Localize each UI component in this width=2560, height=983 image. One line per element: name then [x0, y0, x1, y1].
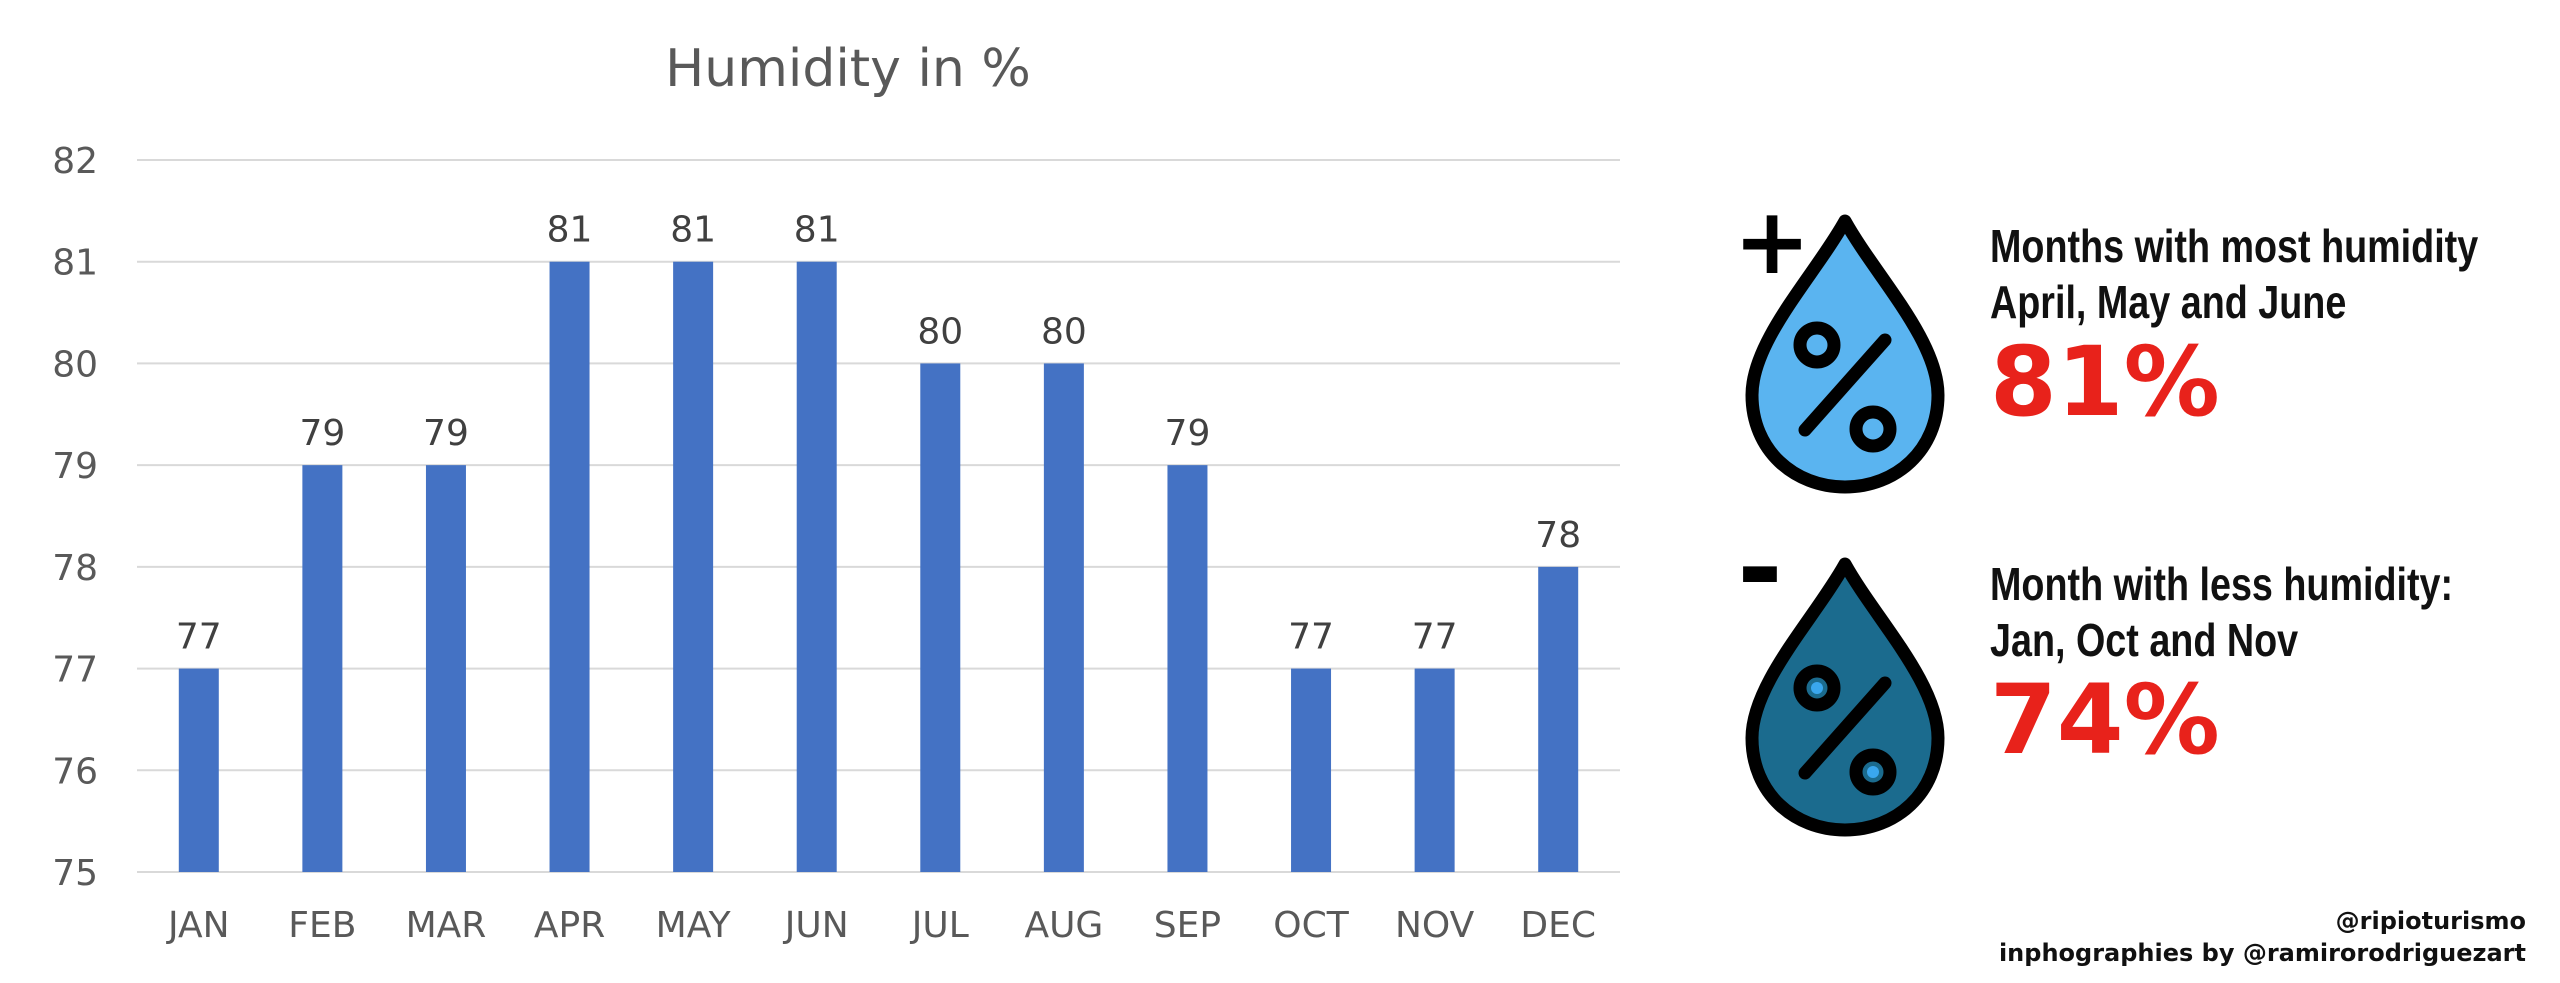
y-tick-label: 80: [52, 344, 98, 385]
x-category-label: JUL: [910, 905, 969, 946]
x-category-label: AUG: [1024, 905, 1103, 946]
data-label-dec: 78: [1535, 515, 1581, 556]
bar-sep: [1167, 465, 1208, 872]
bars: [178, 261, 1579, 872]
y-tick-label: 75: [52, 853, 98, 894]
data-label-mar: 79: [423, 413, 469, 454]
y-tick-label: 77: [52, 650, 98, 691]
x-axis-categories: JAN FEB MAR APR MAY JUN JUL AUG SEP OCT NOV DEC: [166, 905, 1596, 946]
x-category-label: MAY: [656, 905, 732, 946]
most-humidity-value: 81%: [1990, 326, 2220, 438]
x-category-label: OCT: [1273, 905, 1349, 946]
y-tick-label: 79: [52, 446, 98, 487]
data-label-feb: 79: [299, 413, 345, 454]
y-tick-label: 82: [52, 141, 98, 182]
bar-feb: [302, 465, 343, 872]
least-humidity-info: Month with less humidity: Jan, Oct and N…: [1990, 556, 2555, 772]
bar-apr: [549, 261, 590, 872]
data-label-jan: 77: [176, 617, 222, 658]
x-category-label: NOV: [1395, 905, 1475, 946]
x-category-label: APR: [534, 905, 605, 946]
data-label-jun: 81: [794, 210, 840, 251]
x-category-label: DEC: [1520, 905, 1596, 946]
humidity-bar-chart: Humidity in % 75 76 77 78 79 80 81 82 77 79 79 81 8…: [52, 39, 1620, 946]
bar-oct: [1291, 668, 1332, 872]
credit-byline: inphographies by @ramirorodriguezart: [1998, 939, 2526, 967]
y-tick-label: 76: [52, 751, 98, 792]
bar-mar: [425, 465, 466, 872]
credits: @ripioturismo inphographies by @ramiroro…: [1999, 905, 2526, 969]
data-label-sep: 79: [1165, 413, 1211, 454]
plus-sign-icon: +: [1733, 205, 1810, 295]
water-drop-percent-icon: -: [1737, 548, 1945, 837]
least-humidity-months: Jan, Oct and Nov: [1990, 614, 2299, 666]
bar-jun: [796, 261, 837, 872]
x-category-label: JUN: [783, 905, 849, 946]
data-label-aug: 80: [1041, 311, 1087, 352]
least-humidity-heading: Month with less humidity:: [1990, 558, 2454, 610]
x-category-label: JAN: [166, 905, 230, 946]
y-axis-ticks: 75 76 77 78 79 80 81 82: [52, 141, 98, 894]
data-label-nov: 77: [1412, 617, 1458, 658]
credit-handle: @ripioturismo: [2335, 907, 2526, 935]
bar-jul: [920, 363, 961, 872]
most-humidity-info: Months with most humidity April, May and…: [1990, 218, 2560, 434]
y-tick-label: 78: [52, 548, 98, 589]
least-humidity-value: 74%: [1990, 664, 2220, 776]
data-label-oct: 77: [1288, 617, 1334, 658]
data-labels: 77 79 79 81 81 81 80 80 79 77 77 78: [176, 210, 1581, 658]
bar-may: [673, 261, 714, 872]
water-drop-percent-icon: +: [1733, 205, 1945, 494]
data-label-apr: 81: [547, 210, 593, 251]
x-category-label: SEP: [1154, 905, 1221, 946]
gridlines: [137, 159, 1620, 873]
x-category-label: FEB: [288, 905, 356, 946]
data-label-may: 81: [670, 210, 716, 251]
most-humidity-months: April, May and June: [1990, 276, 2347, 328]
data-label-jul: 80: [917, 311, 963, 352]
bar-jan: [178, 668, 219, 872]
bar-nov: [1414, 668, 1455, 872]
most-humidity-heading: Months with most humidity: [1990, 220, 2479, 272]
chart-title: Humidity in %: [665, 39, 1031, 99]
bar-dec: [1538, 566, 1579, 872]
bar-aug: [1043, 363, 1084, 872]
y-tick-label: 81: [52, 243, 98, 284]
minus-sign-icon: -: [1737, 548, 1783, 632]
x-category-label: MAR: [406, 905, 487, 946]
